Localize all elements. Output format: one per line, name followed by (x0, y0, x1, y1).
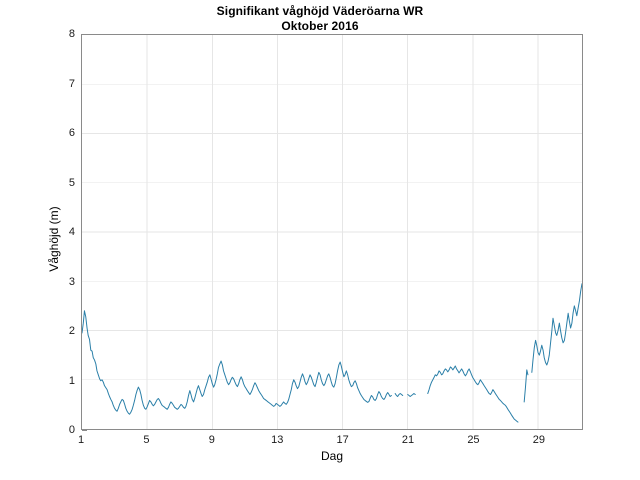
chart-title-block: Signifikant våghöjd Väderöarna WR Oktobe… (0, 4, 640, 34)
y-tick-label: 2 (68, 325, 75, 337)
x-tick-label: 9 (208, 434, 215, 446)
x-tick-label: 5 (143, 434, 150, 446)
chart-title: Signifikant våghöjd Väderöarna WR (216, 4, 424, 18)
chart-subtitle: Oktober 2016 (281, 19, 359, 33)
y-tick-label: 7 (68, 77, 75, 90)
grid-lines (82, 35, 582, 429)
y-tick-label: 1 (68, 374, 75, 387)
y-tick-label: 5 (68, 176, 75, 189)
x-tick-label: 17 (336, 434, 349, 446)
y-tick-label: 0 (68, 424, 75, 436)
y-tick-label: 6 (68, 127, 75, 139)
x-tick-label: 25 (467, 434, 480, 446)
data-series-line (82, 283, 582, 423)
x-axis-label: Dag (320, 449, 343, 463)
y-tick-label: 3 (68, 275, 75, 288)
plot-area (81, 34, 583, 430)
y-tick-label: 4 (68, 226, 75, 238)
data-series-layer (82, 283, 582, 423)
x-tick-label: 21 (401, 434, 415, 446)
y-tickmark (82, 430, 87, 431)
x-tick-label: 29 (532, 434, 545, 446)
x-tick-label: 1 (77, 434, 85, 446)
x-tick-label: 13 (271, 434, 284, 446)
y-tick-label: 8 (68, 28, 75, 40)
